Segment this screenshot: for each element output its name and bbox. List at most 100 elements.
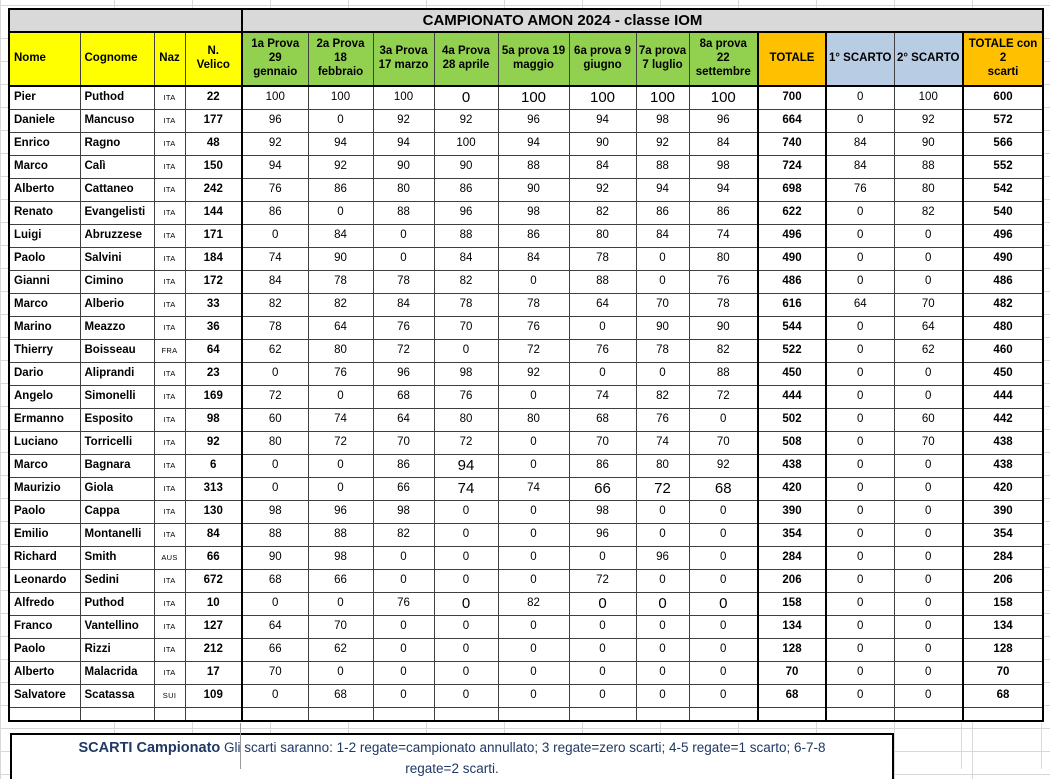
cell-naz[interactable]: SUI <box>153 683 186 708</box>
cell-scarto1[interactable]: 0 <box>825 476 895 501</box>
cell-totale[interactable]: 664 <box>757 108 827 133</box>
cell-race-1[interactable]: 74 <box>241 246 309 271</box>
cell-naz[interactable]: ITA <box>153 292 186 317</box>
cell-scarto2[interactable]: 0 <box>893 660 964 685</box>
cell-race-2[interactable]: 68 <box>307 683 374 708</box>
cell-race-2[interactable]: 0 <box>307 476 374 501</box>
cell-scarto2[interactable]: 0 <box>893 591 964 616</box>
header-cell-nome[interactable]: Nome <box>8 31 81 87</box>
cell-totale[interactable]: 420 <box>757 476 827 501</box>
cell-naz[interactable]: AUS <box>153 545 186 570</box>
cell-race-6[interactable]: 94 <box>568 108 637 133</box>
cell-cognome[interactable]: Simonelli <box>79 384 155 409</box>
cell-race-4[interactable]: 76 <box>433 384 499 409</box>
cell-cognome[interactable]: Scatassa <box>79 683 155 708</box>
cell-race-4[interactable]: 0 <box>433 660 499 685</box>
cell-scarto1[interactable]: 0 <box>825 384 895 409</box>
cell-cognome[interactable]: Mancuso <box>79 108 155 133</box>
cell-nome[interactable]: Franco <box>8 614 81 639</box>
cell-totale-con-scarti[interactable]: 540 <box>961 200 1044 225</box>
cell-race-7[interactable]: 0 <box>635 269 690 294</box>
cell-race-2[interactable]: 92 <box>307 154 374 179</box>
cell-nome[interactable]: Renato <box>8 200 81 225</box>
cell-race-3[interactable]: 86 <box>372 453 435 478</box>
cell-race-7[interactable]: 0 <box>635 246 690 271</box>
cell-race-4[interactable]: 0 <box>433 85 499 110</box>
cell-nome[interactable]: Marco <box>8 453 81 478</box>
empty-cell[interactable] <box>961 706 1044 722</box>
cell-scarto1[interactable]: 0 <box>825 637 895 662</box>
cell-scarto2[interactable]: 0 <box>893 545 964 570</box>
cell-race-1[interactable]: 82 <box>241 292 309 317</box>
cell-totale-con-scarti[interactable]: 542 <box>961 177 1044 202</box>
cell-naz[interactable]: ITA <box>153 453 186 478</box>
cell-velico[interactable]: 127 <box>184 614 243 639</box>
cell-totale-con-scarti[interactable]: 134 <box>961 614 1044 639</box>
cell-race-7[interactable]: 72 <box>635 476 690 501</box>
cell-naz[interactable]: ITA <box>153 154 186 179</box>
cell-nome[interactable]: Marco <box>8 292 81 317</box>
cell-race-5[interactable]: 74 <box>497 476 570 501</box>
cell-race-3[interactable]: 70 <box>372 430 435 455</box>
empty-cell[interactable] <box>241 706 309 722</box>
cell-race-6[interactable]: 0 <box>568 614 637 639</box>
cell-race-1[interactable]: 98 <box>241 499 309 524</box>
cell-race-2[interactable]: 62 <box>307 637 374 662</box>
header-cell-totale2[interactable]: TOTALE con 2 scarti <box>961 31 1044 87</box>
cell-totale[interactable]: 700 <box>757 85 827 110</box>
cell-totale[interactable]: 496 <box>757 223 827 248</box>
cell-velico[interactable]: 212 <box>184 637 243 662</box>
cell-race-6[interactable]: 0 <box>568 315 637 340</box>
cell-scarto1[interactable]: 0 <box>825 430 895 455</box>
cell-race-1[interactable]: 0 <box>241 361 309 386</box>
cell-race-8[interactable]: 0 <box>688 683 759 708</box>
cell-race-3[interactable]: 66 <box>372 476 435 501</box>
cell-nome[interactable]: Thierry <box>8 338 81 363</box>
cell-naz[interactable]: ITA <box>153 85 186 110</box>
cell-race-6[interactable]: 0 <box>568 660 637 685</box>
cell-race-7[interactable]: 96 <box>635 545 690 570</box>
cell-race-3[interactable]: 72 <box>372 338 435 363</box>
cell-cognome[interactable]: Calì <box>79 154 155 179</box>
cell-race-5[interactable]: 0 <box>497 683 570 708</box>
cell-race-8[interactable]: 72 <box>688 384 759 409</box>
cell-race-1[interactable]: 68 <box>241 568 309 593</box>
cell-race-6[interactable]: 90 <box>568 131 637 156</box>
cell-totale-con-scarti[interactable]: 420 <box>961 476 1044 501</box>
cell-totale-con-scarti[interactable]: 482 <box>961 292 1044 317</box>
cell-totale-con-scarti[interactable]: 354 <box>961 522 1044 547</box>
cell-scarto2[interactable]: 64 <box>893 315 964 340</box>
cell-cognome[interactable]: Rizzi <box>79 637 155 662</box>
empty-cell[interactable] <box>153 706 186 722</box>
cell-race-8[interactable]: 94 <box>688 177 759 202</box>
cell-race-7[interactable]: 0 <box>635 660 690 685</box>
cell-totale-con-scarti[interactable]: 450 <box>961 361 1044 386</box>
cell-race-3[interactable]: 76 <box>372 591 435 616</box>
cell-naz[interactable]: ITA <box>153 614 186 639</box>
title-spacer-cell[interactable] <box>8 8 243 33</box>
cell-scarto1[interactable]: 76 <box>825 177 895 202</box>
cell-scarto1[interactable]: 0 <box>825 200 895 225</box>
cell-cognome[interactable]: Cappa <box>79 499 155 524</box>
cell-nome[interactable]: Pier <box>8 85 81 110</box>
cell-nome[interactable]: Daniele <box>8 108 81 133</box>
cell-race-2[interactable]: 78 <box>307 269 374 294</box>
cell-race-4[interactable]: 92 <box>433 108 499 133</box>
header-cell-scarto1[interactable]: 1° SCARTO <box>825 31 895 87</box>
cell-totale[interactable]: 508 <box>757 430 827 455</box>
cell-scarto1[interactable]: 0 <box>825 683 895 708</box>
cell-race-2[interactable]: 88 <box>307 522 374 547</box>
cell-race-8[interactable]: 0 <box>688 591 759 616</box>
cell-race-1[interactable]: 96 <box>241 108 309 133</box>
cell-scarto1[interactable]: 0 <box>825 108 895 133</box>
cell-race-1[interactable]: 72 <box>241 384 309 409</box>
cell-race-2[interactable]: 0 <box>307 453 374 478</box>
cell-race-4[interactable]: 0 <box>433 545 499 570</box>
cell-totale-con-scarti[interactable]: 390 <box>961 499 1044 524</box>
cell-totale-con-scarti[interactable]: 438 <box>961 430 1044 455</box>
cell-cognome[interactable]: Boisseau <box>79 338 155 363</box>
cell-race-5[interactable]: 86 <box>497 223 570 248</box>
cell-velico[interactable]: 172 <box>184 269 243 294</box>
cell-race-7[interactable]: 0 <box>635 522 690 547</box>
cell-race-2[interactable]: 0 <box>307 591 374 616</box>
